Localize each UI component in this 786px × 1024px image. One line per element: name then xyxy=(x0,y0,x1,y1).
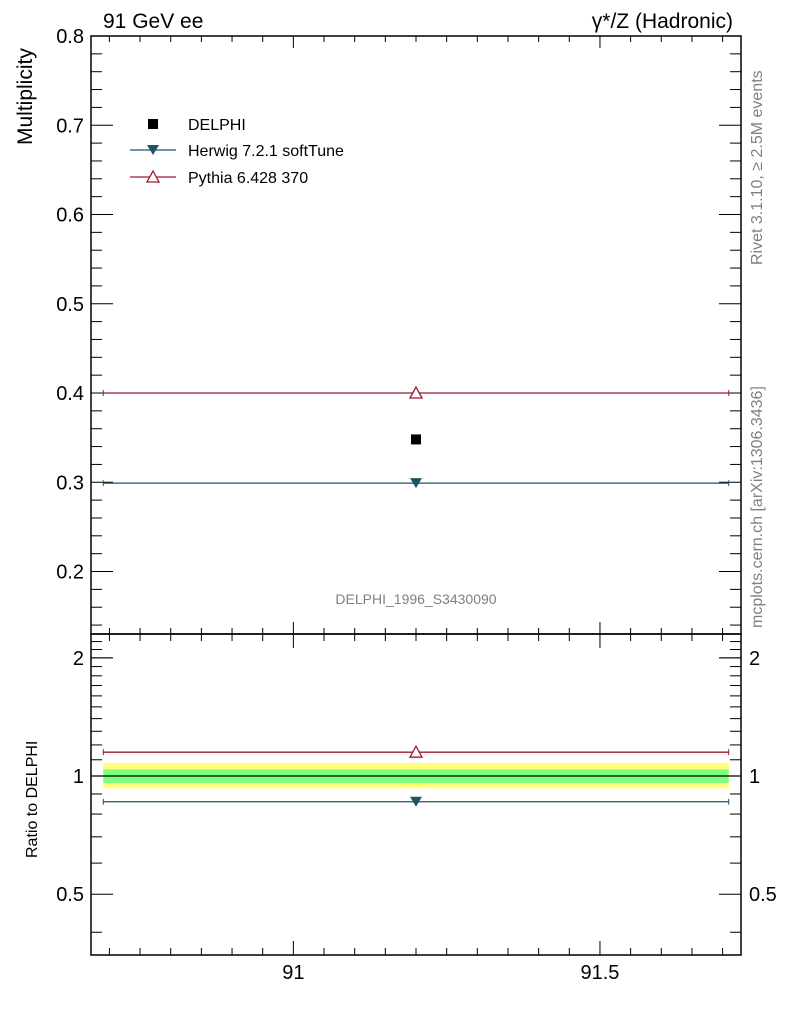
legend-marker-pythia xyxy=(145,169,161,183)
ratio-ytick-label-right: 2 xyxy=(749,648,760,670)
legend-label-delphi: DELPHI xyxy=(188,117,246,134)
ratio-xtick-label: 91.5 xyxy=(580,962,619,984)
ratio-ytick-label-left: 2 xyxy=(73,648,84,670)
ratio-xtick-label: 91 xyxy=(282,962,304,984)
chart-title-right: γ*/Z (Hadronic) xyxy=(592,10,733,33)
ratio-point-herwig xyxy=(410,796,422,807)
legend-marker-herwig xyxy=(147,145,159,155)
ratio-ylabel: Ratio to DELPHI xyxy=(24,741,41,858)
main-ytick-label: 0.5 xyxy=(56,294,84,316)
main-ytick-label: 0.8 xyxy=(56,26,84,48)
ratio-point-pythia xyxy=(408,744,424,758)
main-ytick-label: 0.7 xyxy=(56,115,84,137)
analysis-watermark: DELPHI_1996_S3430090 xyxy=(335,591,496,607)
rivet-version-text: Rivet 3.1.10, ≥ 2.5M events xyxy=(749,70,766,265)
legend-label-herwig: Herwig 7.2.1 softTune xyxy=(188,143,344,160)
main-ytick-label: 0.3 xyxy=(56,472,84,494)
legend-label-pythia: Pythia 6.428 370 xyxy=(188,170,308,187)
ratio-ytick-label-right: 1 xyxy=(749,766,760,788)
legend: DELPHI Herwig 7.2.1 softTune Pythia 6.42… xyxy=(130,117,344,187)
legend-marker-delphi xyxy=(148,119,158,129)
main-ylabel: Multiplicity xyxy=(14,48,37,145)
main-point-herwig xyxy=(410,478,422,489)
ratio-ytick-label-left: 1 xyxy=(73,766,84,788)
ratio-plot-frame xyxy=(90,633,742,956)
ratio-panel: 0.5 0.5 1 1 2 2 91 91.5 xyxy=(56,633,777,984)
main-ytick-label: 0.6 xyxy=(56,205,84,227)
mcplots-reference-text: mcplots.cern.ch [arXiv:1306.3436] xyxy=(749,386,766,628)
ratio-ytick-label-left: 0.5 xyxy=(56,884,84,906)
ratio-ytick-label-right: 0.5 xyxy=(749,884,777,906)
main-point-delphi xyxy=(411,434,421,445)
main-point-pythia xyxy=(408,385,424,399)
main-ytick-label: 0.2 xyxy=(56,562,84,584)
chart-title-left: 91 GeV ee xyxy=(103,10,203,33)
main-ytick-label: 0.4 xyxy=(56,383,84,405)
main-panel: 0.2 0.3 0.4 0.5 0.6 0.7 0.8 xyxy=(56,26,742,635)
